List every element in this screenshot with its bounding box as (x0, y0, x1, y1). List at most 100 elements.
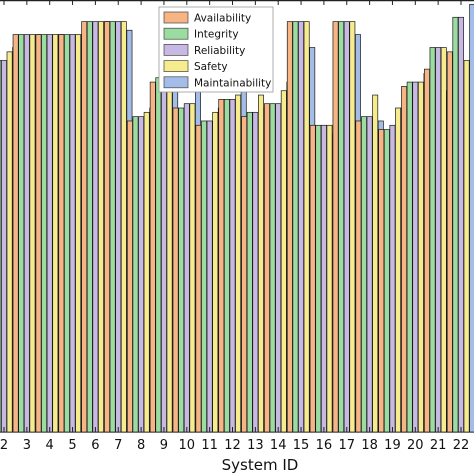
bar-availability-16 (309, 124, 316, 433)
bar-safety-9 (166, 81, 173, 433)
bar-reliability-9 (161, 77, 167, 433)
legend: Availability Integrity Reliability Safety Ma… (158, 6, 274, 93)
bar-safety-11 (212, 111, 219, 433)
x-tick-label: 2 (0, 438, 8, 453)
x-tick-label: 12 (224, 438, 241, 453)
bar-availability-10 (172, 107, 179, 433)
bar-safety-5 (75, 34, 82, 433)
bar-reliability-14 (275, 103, 282, 433)
legend-item-integrity: Integrity (163, 27, 239, 41)
bar-safety-19 (395, 107, 402, 433)
bar-integrity-11 (201, 120, 207, 433)
bar-integrity-7 (109, 21, 116, 433)
bar-availability-12 (218, 99, 225, 433)
bar-safety-16 (326, 124, 333, 433)
x-tick-label: 15 (293, 438, 310, 453)
x-tick-label: 19 (384, 438, 401, 453)
bar-reliability-3 (23, 34, 30, 433)
bar-integrity-2 (0, 60, 2, 433)
bar-availability-5 (58, 34, 65, 433)
legend-item-safety: Safety (163, 60, 228, 73)
legend-label: Safety (194, 61, 228, 73)
bar-group-22 (446, 3, 474, 433)
bar-safety-12 (235, 94, 242, 433)
x-tick-label: 14 (270, 438, 287, 453)
x-tick-label: 4 (46, 438, 54, 453)
bar-safety-17 (349, 21, 356, 433)
bar-integrity-19 (383, 129, 390, 433)
bar-availability-3 (12, 34, 19, 433)
bar-reliability-7 (115, 21, 122, 433)
bar-reliability-10 (183, 103, 190, 433)
bar-reliability-16 (320, 124, 327, 433)
bar-availability-19 (378, 129, 385, 433)
bar-integrity-10 (178, 107, 185, 433)
bar-integrity-13 (246, 111, 253, 433)
bar-availability-18 (355, 120, 362, 433)
bar-integrity-15 (292, 21, 299, 433)
bar-safety-2 (6, 51, 13, 433)
bar-safety-20 (417, 81, 424, 433)
x-tick-label: 20 (407, 438, 424, 453)
bars-layer (0, 3, 474, 433)
bar-availability-14 (264, 103, 270, 433)
x-tick-label: 10 (179, 438, 196, 453)
bar-reliability-2 (1, 60, 7, 433)
bar-integrity-6 (86, 21, 93, 433)
legend-label: Maintainability (194, 77, 271, 89)
x-tick-label: 22 (453, 438, 470, 453)
x-tick-label: 9 (160, 438, 168, 453)
bar-integrity-18 (361, 116, 367, 433)
bar-reliability-18 (366, 116, 373, 433)
bar-reliability-13 (252, 111, 259, 433)
bar-availability-21 (424, 68, 430, 433)
bar-reliability-17 (343, 21, 350, 433)
bar-integrity-8 (132, 116, 139, 433)
legend-item-reliability: Reliability (163, 44, 245, 57)
x-tick-label: 17 (338, 438, 355, 453)
bar-availability-4 (35, 34, 42, 433)
legend-label: Availability (194, 13, 251, 25)
bar-reliability-19 (389, 124, 396, 433)
legend-item-availability: Availability (163, 11, 251, 25)
bar-integrity-12 (223, 99, 230, 433)
bar-reliability-8 (138, 116, 145, 433)
x-tick-label: 7 (114, 438, 122, 453)
bar-availability-9 (149, 81, 156, 433)
bar-safety-18 (372, 94, 379, 433)
bar-integrity-14 (269, 103, 276, 433)
bar-safety-3 (29, 34, 36, 433)
x-axis-title: System ID (222, 456, 299, 474)
legend-label: Reliability (194, 45, 245, 57)
bar-availability-17 (332, 21, 339, 433)
bar-integrity-5 (63, 34, 70, 433)
bar-integrity-22 (452, 16, 459, 433)
legend-swatch (163, 44, 189, 56)
bar-integrity-21 (429, 47, 436, 433)
x-tick-label: 6 (91, 438, 99, 453)
x-tick-label: 8 (137, 438, 145, 453)
bar-safety-14 (280, 90, 287, 433)
bar-safety-4 (52, 34, 59, 433)
bar-reliability-15 (298, 21, 305, 433)
x-tick-label: 5 (68, 438, 76, 453)
bar-availability-13 (241, 116, 248, 433)
bar-reliability-12 (229, 99, 236, 433)
x-tick-label: 3 (23, 438, 31, 453)
bar-safety-8 (143, 111, 150, 433)
x-tick-label: 21 (430, 438, 447, 453)
bar-safety-22 (463, 60, 470, 433)
bar-reliability-4 (46, 34, 53, 433)
legend-swatch (163, 60, 189, 72)
bar-safety-7 (120, 21, 127, 433)
bar-safety-10 (189, 103, 196, 433)
bar-availability-11 (195, 124, 202, 433)
bar-availability-8 (126, 120, 133, 433)
bar-maintainability-22 (469, 3, 474, 433)
x-tick-label: 18 (361, 438, 378, 453)
legend-swatch (163, 11, 189, 24)
bar-availability-6 (81, 21, 88, 433)
bar-availability-7 (104, 21, 110, 433)
x-tick-label: 16 (316, 438, 333, 453)
